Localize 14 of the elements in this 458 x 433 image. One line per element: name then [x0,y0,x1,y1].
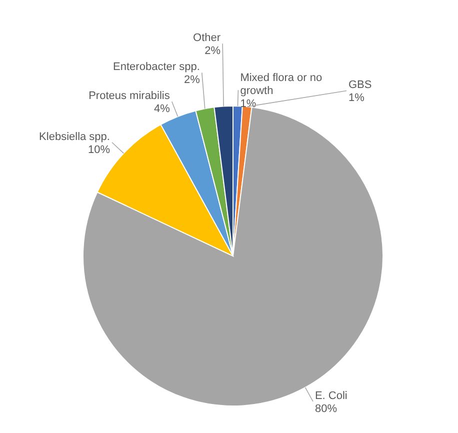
slice-label: E. Coli [314,390,348,402]
data-label: 1% [240,98,256,110]
slice-label: Other [193,32,221,44]
slice-label: Mixed flora or no growth [240,72,322,97]
slice-label: Enterobacter spp. [113,61,200,74]
data-label: 10% [88,144,110,156]
slice-label: Proteus mirabilis [88,90,170,102]
data-label: 2% [204,45,221,58]
data-label: 80% [314,402,338,415]
slice-label: Klebsiella spp. [39,130,110,143]
data-label: 2% [184,74,200,86]
data-label: 4% [154,103,170,116]
data-label: 1% [348,92,365,104]
slice-label: GBS [348,79,372,92]
